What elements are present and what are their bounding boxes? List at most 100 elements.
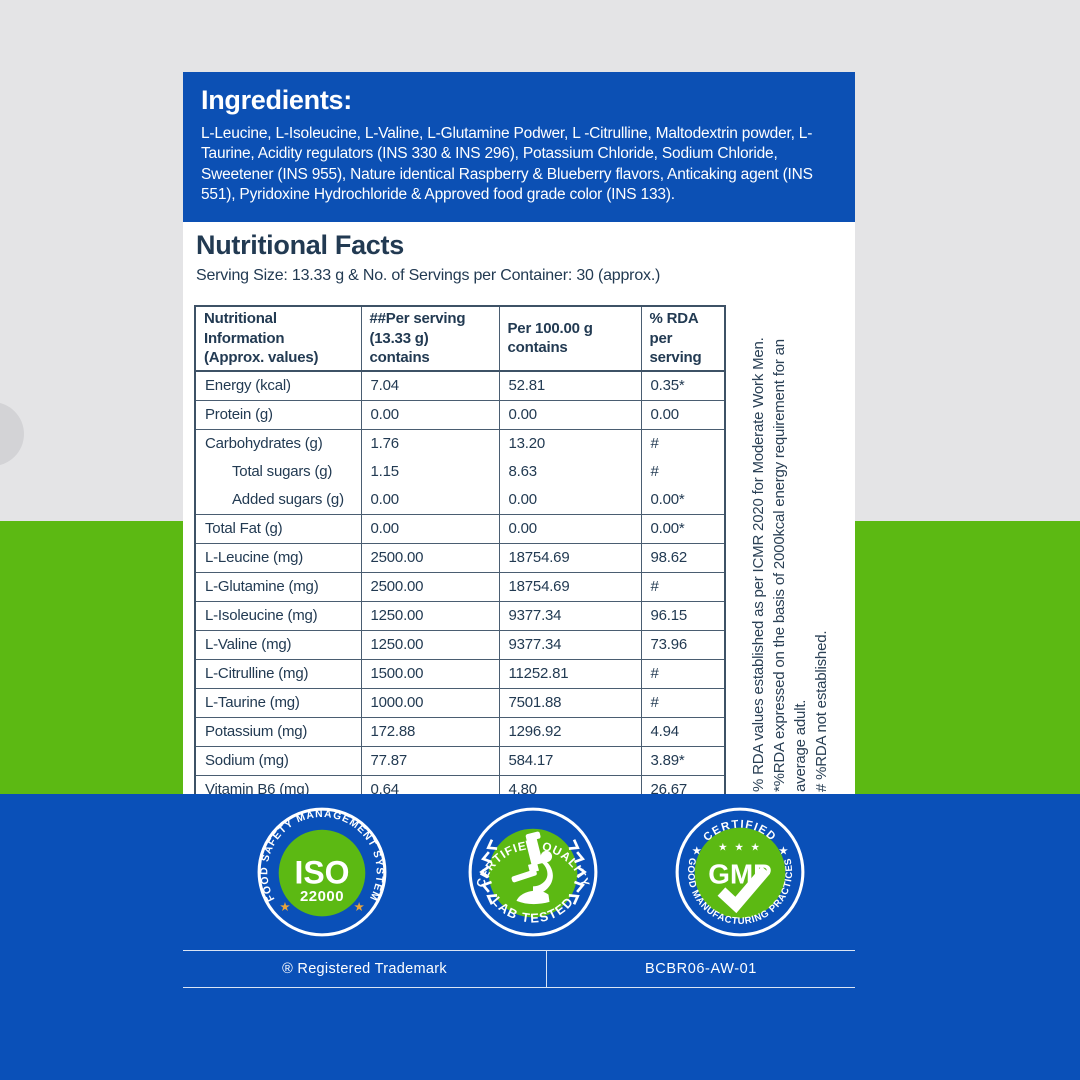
table-header-row: Nutritional Information (Approx. values)… (195, 306, 725, 372)
nutrient-value: 172.88 (360, 717, 499, 747)
registered-trademark-text: ® Registered Trademark (282, 961, 447, 977)
label-panel: Ingredients: L-Leucine, L-Isoleucine, L-… (183, 72, 855, 806)
nutrient-value: 0.00 (498, 514, 641, 544)
star-icon: ★ (778, 845, 788, 857)
nutrient-label: Added sugars (g) (195, 485, 361, 515)
nutrient-label: L-Glutamine (mg) (195, 572, 361, 602)
nutrient-value: 8.63 (498, 457, 641, 486)
iso-text: ISO (294, 854, 349, 890)
nutrient-value: 98.62 (640, 543, 725, 573)
rda-side-note: % RDA values established as per ICMR 202… (748, 292, 836, 792)
header-line: % RDA per (649, 310, 699, 347)
nutrient-value: 9377.34 (498, 630, 641, 660)
badge-green-circle (278, 829, 366, 917)
nutrient-value: 0.00* (640, 485, 725, 515)
table-row: L-Leucine (mg) 2500.00 18754.69 98.62 (195, 543, 725, 573)
edge-circle-decoration (0, 402, 24, 466)
artwork-code: BCBR06-AW-01 (546, 951, 855, 987)
header-line: (Approx. values) (204, 349, 319, 366)
table-row: Total sugars (g) 1.15 8.63 # (195, 457, 725, 486)
nutrient-label: Total sugars (g) (232, 463, 333, 480)
badge-green-circle (694, 827, 786, 919)
nutrient-value: 52.81 (498, 370, 641, 401)
nutrient-value: # (640, 688, 725, 718)
nutrient-value: # (640, 457, 725, 486)
checkmark-icon (717, 866, 771, 914)
nutrient-label: Total Fat (g) (195, 514, 361, 544)
nutrient-value: 77.87 (360, 746, 499, 776)
microscope-icon (511, 831, 553, 905)
nutrient-value: 18754.69 (498, 543, 641, 573)
nutrient-value: 0.00 (360, 400, 499, 430)
nutrient-value: 96.15 (640, 601, 725, 631)
header-line: ##Per serving (369, 310, 466, 327)
iso-22000-badge: FOOD SAFETY MANAGEMENT SYSTEM ★ ★ ISO 22… (257, 807, 387, 937)
nutrition-table-body: Energy (kcal) 7.04 52.81 0.35* Protein (g) 0.… (195, 370, 725, 805)
header-line: serving (649, 349, 702, 366)
nutrition-table: Nutritional Information (Approx. values)… (194, 305, 726, 806)
nutrient-value: 584.17 (498, 746, 641, 776)
star-icon: ★ (692, 845, 702, 857)
star-icon: ★ (354, 900, 365, 914)
column-header: ##Per serving (13.33 g) contains (360, 306, 499, 372)
table-row: Total Fat (g) 0.00 0.00 0.00* (195, 514, 725, 544)
laurel-chevrons-right (568, 839, 587, 905)
nutrient-value: 9377.34 (498, 601, 641, 631)
nutrient-label: L-Taurine (mg) (195, 688, 361, 718)
nutrient-value: 0.00 (640, 400, 725, 430)
nutrient-label: L-Citrulline (mg) (195, 659, 361, 689)
nutrient-value: 18754.69 (498, 572, 641, 602)
footer-bar: ® Registered Trademark BCBR06-AW-01 (183, 950, 855, 988)
side-note-line: % RDA values established as per ICMR 202… (750, 337, 767, 792)
nutrient-value: 1250.00 (360, 601, 499, 631)
stars-row: ★ ★ ★ (718, 842, 762, 853)
nutrient-value: 1.76 (360, 429, 499, 458)
badge-ring (675, 807, 805, 937)
table-row: L-Taurine (mg) 1000.00 7501.88 # (195, 688, 725, 718)
gmp-badge: CERTIFIED GOOD MANUFACTURING PRACTICES ★… (675, 807, 805, 937)
table-row: L-Glutamine (mg) 2500.00 18754.69 # (195, 572, 725, 602)
header-line: (13.33 g) contains (369, 329, 430, 367)
table-row: Sodium (mg) 77.87 584.17 3.89* (195, 746, 725, 776)
star-icon: ★ (279, 900, 290, 914)
table-row: L-Citrulline (mg) 1500.00 11252.81 # (195, 659, 725, 689)
column-header: Nutritional Information (Approx. values) (195, 306, 361, 372)
nutrient-value: 11252.81 (498, 659, 641, 689)
nutrient-value: 0.00 (498, 400, 641, 430)
nutrient-label: Carbohydrates (g) (205, 435, 323, 452)
nutrient-label: Energy (kcal) (195, 370, 361, 401)
ingredients-body: L-Leucine, L-Isoleucine, L-Valine, L-Glu… (201, 125, 813, 204)
nutrient-value: 0.35* (640, 370, 725, 401)
nutrient-value: 0.00 (498, 485, 641, 515)
ingredients-title: Ingredients: (201, 85, 352, 115)
iso-number-text: 22000 (300, 888, 344, 905)
nutrient-label: L-Leucine (mg) (195, 543, 361, 573)
badge-ring (257, 807, 387, 937)
nutrient-value: 73.96 (640, 630, 725, 660)
column-header: % RDA per serving (640, 306, 725, 372)
nutrient-value: 2500.00 (360, 572, 499, 602)
nutrient-value: 3.89* (640, 746, 725, 776)
nutrient-value: 13.20 (498, 429, 641, 458)
nutrient-value: 1500.00 (360, 659, 499, 689)
laurel-chevrons-left (479, 839, 498, 905)
header-line: Per 100.00 g (507, 319, 593, 337)
lab-tested-badge: CERTIFIED QUALITY LAB TESTED (468, 807, 598, 937)
nutrient-value: 2500.00 (360, 543, 499, 573)
side-note-line: average adult. (792, 699, 809, 792)
badge-ring (468, 807, 598, 937)
rda-side-note-text: % RDA values established as per ICMR 202… (748, 292, 836, 792)
nutrient-value: 4.94 (640, 717, 725, 747)
nutrient-value: 1.15 (360, 457, 499, 486)
table-row: Carbohydrates (g) 1.76 13.20 # (195, 429, 725, 458)
table-row: Energy (kcal) 7.04 52.81 0.35* (195, 370, 725, 401)
serving-info: Serving Size: 13.33 g & No. of Servings … (196, 267, 661, 284)
table-row: Protein (g) 0.00 0.00 0.00 (195, 400, 725, 430)
header-line: Nutritional Information (204, 310, 285, 347)
side-note-line: *%RDA expressed on the basis of 2000kcal… (771, 339, 788, 792)
ingredients-section: Ingredients: L-Leucine, L-Isoleucine, L-… (183, 72, 855, 222)
nutrient-label: L-Isoleucine (mg) (195, 601, 361, 631)
header-line: contains (507, 339, 568, 357)
nutrient-value: 1250.00 (360, 630, 499, 660)
